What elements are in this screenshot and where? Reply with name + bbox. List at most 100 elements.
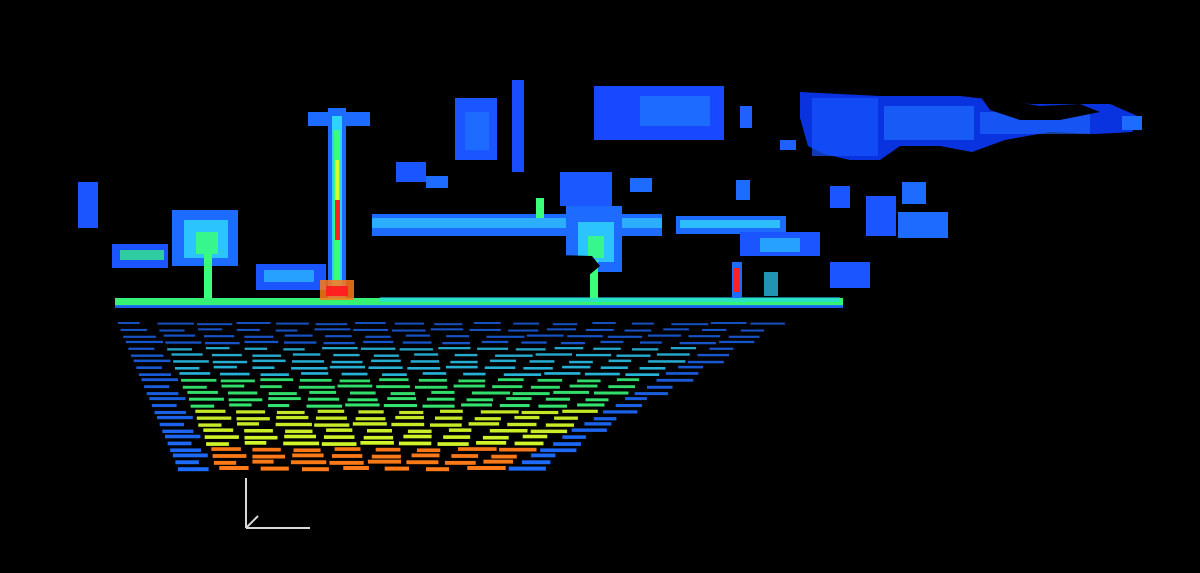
ground-scan-segment [355, 417, 386, 421]
ground-scan-segment [350, 391, 376, 395]
ground-scan-segment [593, 417, 617, 421]
ground-scan-segment [663, 328, 689, 331]
ground-scan-segment [252, 447, 281, 452]
ground-scan-segment [443, 435, 471, 439]
ground-scan-segment [165, 341, 202, 344]
ground-scan-segment [398, 441, 432, 446]
ground-scan-segment [292, 453, 324, 458]
ground-scan-segment [458, 379, 486, 383]
ground-scan-segment [302, 467, 329, 472]
ground-scan-segment [553, 442, 581, 446]
ground-scan-segment [414, 353, 439, 356]
ground-scan-segment [639, 367, 666, 370]
ground-scan-segment [666, 372, 699, 375]
ground-scan-segment [314, 423, 350, 427]
ground-scan-segment [275, 329, 298, 332]
ground-scan-segment [750, 322, 785, 325]
occlusion-shadow [450, 80, 1100, 276]
ground-scan-segment [244, 347, 268, 350]
ground-scan-segment [416, 448, 441, 453]
ground-scan-segment [204, 342, 240, 345]
ground-scan-segment [244, 340, 279, 344]
ground-scan-segment [523, 367, 553, 370]
ground-scan-segment [211, 447, 241, 451]
ground-scan-segment [453, 384, 485, 388]
ground-scan-segment [499, 404, 530, 408]
ground-scan-segment [484, 366, 516, 369]
ground-scan-segment [252, 359, 286, 363]
ground-scan-segment [347, 398, 378, 402]
ground-scan-segment [608, 385, 635, 389]
ground-scan-segment [244, 435, 278, 440]
ground-scan-segment [571, 428, 607, 432]
ground-scan-segment [236, 410, 266, 414]
ground-scan-segment [284, 434, 316, 439]
ground-scan-segment [592, 322, 616, 324]
ground-scan-segment [544, 372, 581, 375]
ground-scan-segment [236, 322, 271, 324]
ground-scan-segment [198, 328, 223, 331]
ground-scan-segment [535, 353, 572, 356]
ground-scan-segment [648, 334, 682, 337]
ground-scan-segment [213, 365, 237, 369]
ground-scan-segment [625, 373, 660, 376]
ground-scan-segment [285, 429, 313, 434]
ground-scan-segment [228, 398, 263, 402]
ground-scan-segment [352, 422, 387, 426]
ground-scan-segment [260, 385, 282, 389]
ground-scan-segment [333, 353, 360, 357]
ground-scan-segment [221, 384, 245, 388]
ground-scan-segment [260, 373, 289, 376]
ground-scan-segment [647, 385, 673, 389]
ground-scan-segment [495, 354, 533, 357]
ground-scan-segment [469, 328, 501, 331]
ground-scan-segment [220, 372, 250, 376]
ground-scan-segment [244, 335, 274, 338]
ground-scan-segment [697, 353, 729, 357]
ground-scan-segment [562, 435, 586, 439]
ground-scan-segment [562, 365, 591, 369]
ground-scan-segment [206, 442, 229, 446]
ground-scan-segment [284, 341, 317, 344]
ground-scan-segment [545, 397, 570, 401]
ground-scan-segment [284, 334, 313, 337]
ground-scan-segment [482, 435, 509, 440]
ground-scan-segment [451, 454, 479, 458]
ground-scan-segment [593, 347, 621, 350]
ground-scan-segment [522, 434, 548, 439]
ground-scan-segment [656, 353, 690, 356]
ground-scan-segment [426, 467, 450, 472]
ground-scan-segment [399, 410, 424, 415]
ground-scan-segment [507, 422, 537, 427]
ground-scan-segment [576, 353, 612, 357]
ground-scan-segment [463, 372, 486, 376]
ground-scan-segment [343, 466, 369, 470]
ground-scan-segment [187, 390, 218, 394]
ground-scan-segment [220, 379, 255, 383]
ground-scan-segment [411, 453, 440, 458]
ground-scan-segment [395, 415, 424, 420]
ground-scan-segment [492, 385, 523, 389]
ground-scan-segment [391, 422, 425, 427]
ground-scan-segment [513, 322, 539, 325]
ground-scan-segment [422, 404, 455, 408]
ground-scan-segment [435, 416, 463, 420]
ground-scan-segment [440, 409, 463, 413]
ground-scan-segment [430, 423, 462, 427]
ground-scanlines [118, 322, 785, 472]
ground-scan-segment [448, 428, 472, 432]
ground-scan-segment [236, 417, 270, 421]
ground-scan-segment [204, 335, 235, 338]
ground-scan-segment [584, 422, 612, 426]
ground-scan-segment [508, 329, 539, 332]
ground-scan-segment [212, 360, 248, 364]
ground-scan-segment [624, 329, 652, 332]
ground-scan-segment [275, 422, 312, 427]
ground-scan-segment [151, 404, 177, 408]
ground-scan-segment [553, 390, 590, 394]
ground-scan-segment [125, 340, 163, 344]
ground-scan-segment [309, 390, 337, 394]
ground-scan-segment [329, 365, 365, 369]
ground-scan-segment [167, 441, 192, 446]
ground-scan-segment [371, 454, 401, 459]
